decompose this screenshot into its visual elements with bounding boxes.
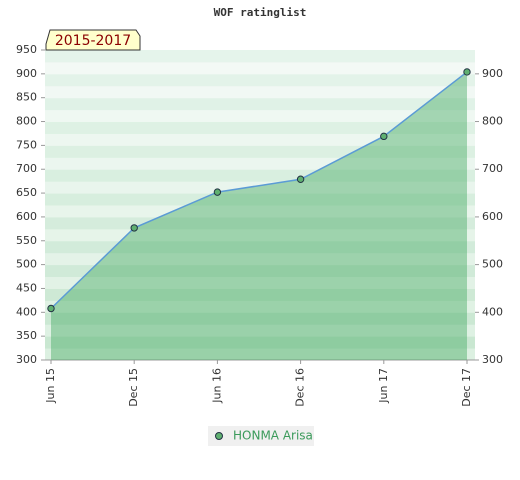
grid-band [45, 288, 475, 301]
grid-band [45, 324, 475, 337]
grid-band [45, 252, 475, 266]
y-tick-label: 950 [16, 43, 37, 56]
grid-band [45, 240, 475, 254]
grid-band [45, 121, 475, 134]
grid-band [45, 157, 475, 170]
y-tick-label: 900 [16, 67, 37, 80]
point [213, 188, 222, 196]
chart-title: WOF ratinglist [214, 6, 307, 19]
y-tick-label: 350 [16, 329, 37, 342]
x-tick-label: Dec 16 [294, 368, 307, 407]
grid-band [45, 312, 475, 325]
grid-band [45, 300, 475, 313]
grid-band [45, 133, 475, 146]
grid-band [45, 61, 475, 75]
grid-band [45, 348, 475, 361]
y2-tick-label: 800 [482, 115, 503, 128]
annotation-box [45, 29, 141, 51]
grid-band [45, 205, 475, 218]
legend-text: HONMA Arisa [233, 429, 313, 443]
grid-band [45, 50, 475, 63]
y-tick-label: 650 [16, 186, 37, 199]
grid-band [45, 336, 475, 349]
y-tick-label: 400 [16, 305, 37, 318]
y2-tick-label: 700 [482, 162, 503, 175]
point [130, 224, 138, 232]
y-tick-label: 800 [16, 115, 37, 128]
y2-tick-label: 900 [482, 67, 503, 80]
x-tick-label: Jun 16 [210, 368, 223, 404]
y2-tick-label: 600 [482, 210, 503, 223]
y-tick-label: 300 [16, 353, 37, 366]
grid-band [45, 109, 475, 123]
area [51, 71, 467, 360]
annotation: 2015-2017 [55, 33, 131, 49]
x-tick-label: Dec 17 [460, 368, 473, 407]
x-tick-label: Dec 15 [127, 368, 140, 407]
y-tick-label: 550 [16, 234, 37, 247]
y-tick-label: 850 [16, 91, 37, 104]
grid-band [45, 193, 475, 206]
point [380, 132, 388, 141]
grid-band [45, 73, 475, 87]
plot-area [45, 50, 475, 361]
legend-marker [215, 432, 223, 440]
grid-band [45, 97, 475, 111]
point [47, 304, 55, 313]
grid-band [45, 85, 475, 99]
y-tick-label: 600 [16, 210, 37, 223]
grid-band [45, 169, 475, 182]
y-tick-label: 750 [16, 138, 37, 151]
line [50, 71, 468, 310]
y-tick-label: 450 [16, 281, 37, 294]
grid-band [45, 181, 475, 194]
grid-band [45, 264, 475, 278]
legend-box [208, 426, 314, 446]
x-tick-label: Jun 17 [377, 368, 390, 404]
y2-tick-label: 300 [482, 353, 503, 366]
x-tick-label: Jun 15 [44, 368, 57, 404]
y2-tick-label: 500 [482, 258, 503, 271]
grid-band [45, 228, 475, 242]
y2-tick-label: 400 [482, 305, 503, 318]
point [296, 175, 305, 183]
grid-band [45, 145, 475, 158]
grid-band [45, 276, 475, 289]
y-tick-label: 500 [16, 258, 37, 271]
point [463, 68, 471, 76]
y-tick-label: 700 [16, 162, 37, 175]
